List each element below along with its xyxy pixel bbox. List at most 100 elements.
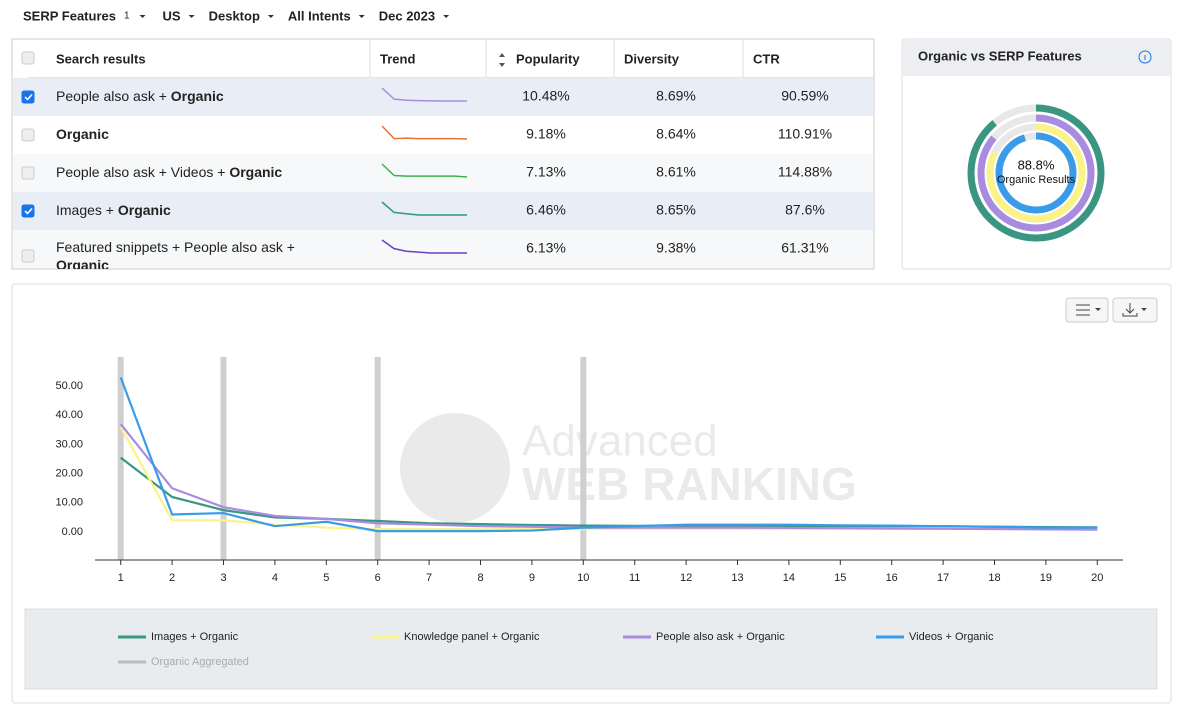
- cell-ctr: 90.59%: [781, 88, 828, 104]
- cell-popularity: 6.46%: [526, 202, 566, 218]
- x-tick-label: 15: [834, 572, 846, 584]
- x-tick-label: 9: [529, 572, 535, 584]
- x-tick-label: 8: [477, 572, 483, 584]
- filter-label[interactable]: SERP Features: [23, 8, 116, 23]
- x-tick-label: 16: [886, 572, 898, 584]
- legend-label[interactable]: People also ask + Organic: [656, 631, 785, 643]
- x-tick-label: 10: [577, 572, 589, 584]
- caret: [139, 15, 146, 18]
- ring: [995, 132, 1077, 214]
- y-tick-label: 0.00: [62, 526, 83, 538]
- filter-label[interactable]: Desktop: [209, 8, 260, 23]
- x-tick-label: 4: [272, 572, 278, 584]
- row-bg: [13, 116, 873, 154]
- cell-popularity: 10.48%: [522, 88, 569, 104]
- y-tick-label: 20.00: [55, 468, 83, 480]
- row-label: People also ask + Videos + Organic: [56, 164, 282, 180]
- label-text: People also ask + Videos +: [56, 164, 229, 180]
- row-checkbox[interactable]: [21, 166, 35, 180]
- highlight-band: [220, 357, 227, 560]
- x-tick-label: 2: [169, 572, 175, 584]
- sparkline: [381, 125, 468, 140]
- sparkline: [381, 201, 467, 216]
- y-tick-label: 30.00: [55, 438, 83, 450]
- cell-ctr: 87.6%: [785, 202, 825, 218]
- filter-label[interactable]: US: [163, 8, 181, 23]
- row-label: Organic: [56, 126, 109, 142]
- row-label: People also ask + Organic: [56, 88, 224, 104]
- table-rows: People also ask + Organic 10.48% 8.69% 90.5…: [13, 78, 873, 273]
- row-checkbox[interactable]: [21, 128, 35, 142]
- ring: [967, 104, 1105, 242]
- column-header: Diversity: [624, 51, 680, 66]
- column-header: Popularity: [516, 51, 580, 66]
- ring: [986, 123, 1086, 223]
- label-bold: Organic: [56, 126, 109, 142]
- x-tick-label: 18: [988, 572, 1000, 584]
- x-tick-label: 12: [680, 572, 692, 584]
- x-tick-label: 14: [783, 572, 795, 584]
- x-tick-label: 7: [426, 572, 432, 584]
- header-checkbox[interactable]: [21, 51, 35, 65]
- label-text: People also ask +: [56, 88, 171, 104]
- x-tick-label: 1: [118, 572, 124, 584]
- legend-label[interactable]: Knowledge panel + Organic: [404, 631, 540, 643]
- highlight-band: [374, 357, 381, 560]
- row-bg: [13, 154, 873, 192]
- row-checkbox[interactable]: [21, 204, 35, 218]
- settings-icon: [1076, 304, 1090, 316]
- sparkline: [381, 163, 468, 178]
- cell-popularity: 6.13%: [526, 240, 566, 256]
- filter-badge: 1: [124, 11, 130, 22]
- label-bold: Organic: [229, 164, 282, 180]
- filter-label[interactable]: All Intents: [288, 8, 351, 23]
- row-label: Featured snippets + People also ask + Or…: [56, 239, 299, 273]
- download-button[interactable]: [1112, 297, 1158, 323]
- column-header: CTR: [753, 51, 780, 66]
- legend-label[interactable]: Images + Organic: [151, 631, 239, 643]
- x-tick-label: 3: [220, 572, 226, 584]
- info-icon[interactable]: [1138, 50, 1152, 64]
- sort-icon[interactable]: [499, 53, 505, 67]
- legend-box: [24, 608, 1158, 690]
- row-label: Images + Organic: [56, 202, 171, 218]
- watermark: WEB RANKING: [522, 458, 857, 510]
- filter-label[interactable]: Dec 2023: [379, 8, 435, 23]
- x-tick-label: 13: [731, 572, 743, 584]
- cell-ctr: 110.91%: [778, 126, 832, 142]
- label-text: Images +: [56, 202, 118, 218]
- caret: [443, 15, 450, 18]
- row-bg: [13, 192, 873, 230]
- x-tick-label: 5: [323, 572, 329, 584]
- label-bold: Organic: [56, 257, 109, 273]
- legend-label[interactable]: Videos + Organic: [909, 631, 994, 643]
- label-bold: Organic: [118, 202, 171, 218]
- cell-diversity: 8.69%: [656, 88, 696, 104]
- cell-diversity: 8.64%: [656, 126, 696, 142]
- caret: [358, 15, 365, 18]
- donut-title: Organic vs SERP Features: [918, 48, 1082, 63]
- donut-header: [903, 40, 1170, 76]
- column-header: Trend: [380, 51, 415, 66]
- x-tick-label: 17: [937, 572, 949, 584]
- highlight-band: [580, 357, 587, 560]
- row-bg: [13, 230, 873, 268]
- caret: [188, 15, 195, 18]
- row-checkbox[interactable]: [21, 249, 35, 263]
- watermark: Advanced: [522, 417, 718, 466]
- sparkline: [381, 239, 467, 254]
- y-tick-label: 40.00: [55, 409, 83, 421]
- caret: [267, 15, 274, 18]
- label-bold: Organic: [171, 88, 224, 104]
- donut-center-label: Organic Results: [997, 174, 1076, 186]
- donut-center-value: 88.8%: [1018, 157, 1055, 172]
- donut-panel: [901, 38, 1172, 270]
- row-checkbox[interactable]: [21, 90, 35, 104]
- cell-diversity: 8.65%: [656, 202, 696, 218]
- legend-label[interactable]: Organic Aggregated: [151, 656, 249, 668]
- y-tick-label: 10.00: [55, 497, 83, 509]
- x-tick-label: 20: [1091, 572, 1103, 584]
- x-tick-label: 6: [375, 572, 381, 584]
- check: [24, 207, 33, 215]
